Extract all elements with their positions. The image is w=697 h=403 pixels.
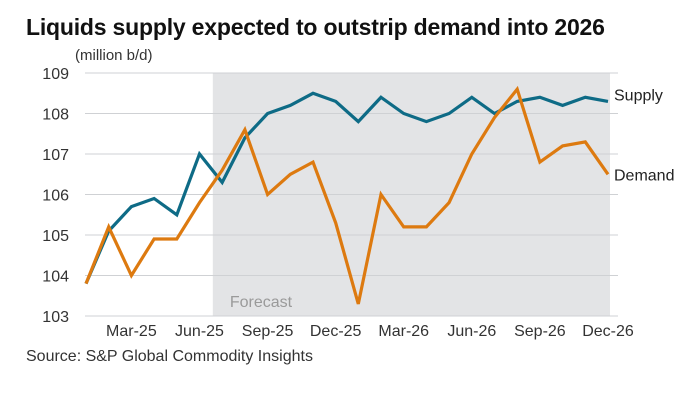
chart-title: Liquids supply expected to outstrip dema… (26, 14, 605, 40)
series-label-demand: Demand (614, 167, 674, 184)
y-tick-label: 107 (42, 147, 69, 164)
source-note: Source: S&P Global Commodity Insights (26, 348, 313, 365)
x-tick-label: Dec-25 (310, 323, 362, 340)
series-label-supply: Supply (614, 87, 663, 104)
x-tick-label: Dec-26 (582, 323, 634, 340)
y-axis-ticks: 103 104 105 106 107 108 109 (42, 66, 69, 326)
x-tick-label: Mar-25 (106, 323, 157, 340)
gridlines (85, 72, 618, 317)
y-tick-label: 105 (42, 228, 69, 245)
series-line-demand (84, 85, 610, 305)
y-axis-unit-label: (million b/d) (75, 47, 153, 64)
y-tick-label: 108 (42, 107, 69, 124)
y-tick-label: 103 (42, 309, 69, 326)
y-tick-label: 104 (42, 269, 69, 286)
x-tick-label: Sep-25 (242, 323, 294, 340)
y-tick-label: 109 (42, 66, 69, 83)
forecast-label: Forecast (230, 294, 293, 311)
y-tick-label: 106 (42, 188, 69, 205)
x-tick-label: Sep-26 (514, 323, 566, 340)
x-tick-label: Mar-26 (378, 323, 429, 340)
series-labels: Supply Demand (614, 87, 674, 184)
x-tick-label: Jun-25 (175, 323, 224, 340)
x-tick-label: Jun-26 (447, 323, 496, 340)
series-lines (84, 85, 610, 305)
x-axis-ticks: Mar-25 Jun-25 Sep-25 Dec-25 Mar-26 Jun-26 Sep-… (106, 323, 634, 340)
